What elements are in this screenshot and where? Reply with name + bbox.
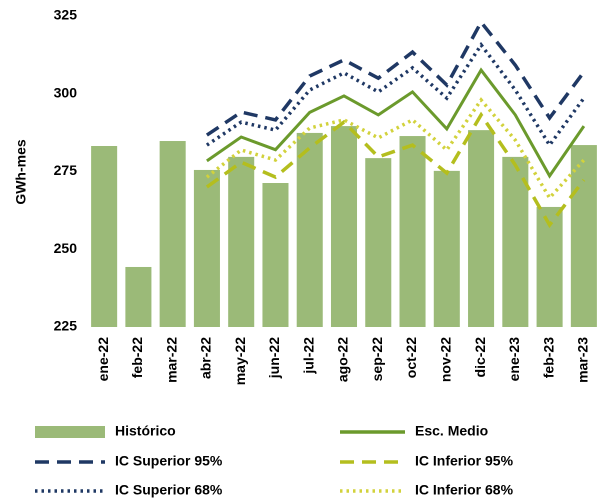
line (206, 67, 586, 179)
line (205, 97, 586, 201)
x-tick-label: mar-22 (163, 337, 179, 383)
bar (570, 145, 597, 327)
bar (91, 145, 118, 327)
bar (433, 170, 460, 327)
line (205, 111, 586, 229)
line (205, 41, 586, 149)
y-tick-label: 275 (54, 162, 78, 178)
bar (125, 266, 152, 327)
x-tick-label: sep-22 (369, 337, 385, 382)
y-axis-label: GWh-mes (13, 139, 29, 205)
bar (502, 156, 529, 327)
bar (399, 136, 426, 327)
bar (468, 130, 495, 327)
bar (228, 156, 255, 327)
legend-label: IC Inferior 68% (415, 482, 514, 498)
x-tick-label: ene-23 (506, 337, 522, 382)
legend-label: Esc. Medio (415, 423, 488, 439)
x-tick-label: dic-22 (472, 337, 488, 378)
x-tick-label: jun-22 (266, 337, 282, 379)
y-tick-label: 325 (54, 7, 78, 23)
bar (193, 169, 220, 327)
x-tick-label: oct-22 (403, 337, 419, 378)
x-tick-label: feb-22 (129, 337, 145, 378)
x-tick-label: jul-22 (300, 337, 316, 375)
x-tick-label: mar-23 (575, 337, 591, 383)
legend-label: IC Superior 95% (115, 453, 223, 469)
y-tick-label: 250 (54, 240, 78, 256)
y-tick-label: 300 (54, 84, 78, 100)
legend-label: Histórico (115, 423, 176, 439)
bar (159, 141, 186, 327)
x-tick-label: ene-22 (95, 337, 111, 382)
bar (330, 126, 358, 328)
bar (262, 183, 289, 327)
line (205, 19, 586, 137)
legend-label: IC Inferior 95% (415, 453, 514, 469)
legend-label: IC Superior 68% (115, 482, 223, 498)
x-tick-label: abr-22 (198, 337, 214, 379)
x-tick-label: nov-22 (438, 337, 454, 382)
x-tick-label: feb-23 (540, 337, 556, 378)
x-tick-label: ago-22 (335, 337, 351, 382)
y-tick-label: 225 (54, 318, 78, 334)
x-tick-label: may-22 (232, 337, 248, 385)
bar (365, 158, 392, 327)
legend-swatch (35, 426, 105, 438)
bar (296, 132, 323, 327)
